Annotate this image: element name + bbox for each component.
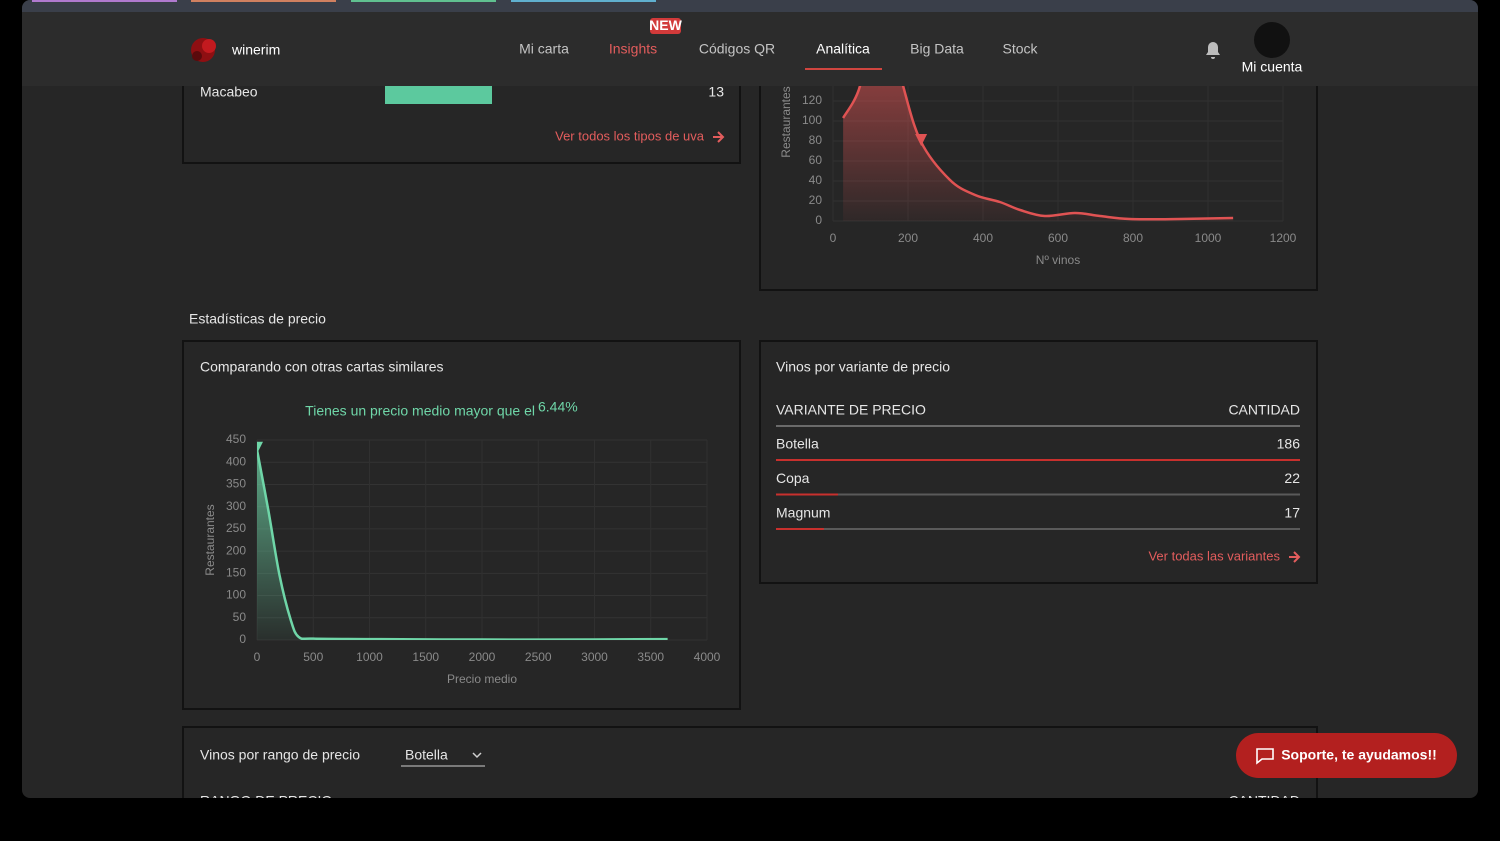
variant-link[interactable]: Ver todas las variantes <box>1148 548 1280 563</box>
plot <box>257 441 668 640</box>
browser-strip <box>22 0 1478 12</box>
y-tick-label: 80 <box>809 133 823 147</box>
support-text[interactable]: Soporte, te ayudamos!! <box>1281 747 1437 763</box>
avatar[interactable] <box>1254 22 1290 58</box>
x-tick-label: 1500 <box>412 650 439 664</box>
nav-item[interactable]: Big Data <box>910 41 964 57</box>
chat-icon <box>1256 748 1274 765</box>
highlight-marker <box>915 134 928 146</box>
nav-item[interactable]: Stock <box>1002 41 1038 57</box>
card-title: Comparando con otras cartas similares <box>200 359 444 375</box>
x-tick-label: 0 <box>830 231 837 245</box>
x-tick-label: 3500 <box>637 650 664 664</box>
y-tick-label: 20 <box>809 193 823 207</box>
x-tick-label: 500 <box>303 650 323 664</box>
x-tick-label: 800 <box>1123 231 1143 245</box>
y-tick-label: 400 <box>226 454 246 468</box>
badge <box>650 18 681 34</box>
y-tick-label: 40 <box>809 173 823 187</box>
y-tick-label: 450 <box>226 432 246 446</box>
chevron-icon <box>472 752 482 759</box>
y-tick-label: 350 <box>226 477 246 491</box>
y-tick-label: 0 <box>815 213 822 227</box>
nav-item[interactable]: Analítica <box>816 41 870 57</box>
y-axis-label: Restaurantes <box>203 504 217 575</box>
account[interactable]: Mi cuenta <box>1242 59 1303 75</box>
area <box>843 81 1234 221</box>
x-tick-label: 200 <box>898 231 918 245</box>
brand[interactable]: winerim <box>231 42 280 58</box>
row-label: Copa <box>776 470 810 486</box>
support-bg[interactable] <box>1236 733 1457 778</box>
x-tick-label: 400 <box>973 231 993 245</box>
support-button[interactable]: Soporte, te ayudamos!! <box>1236 733 1457 778</box>
grape-name: Macabeo <box>200 84 258 100</box>
grape-value: 13 <box>708 84 724 100</box>
select-value[interactable]: Botella <box>405 747 448 763</box>
range-card <box>182 726 1318 798</box>
variant-card <box>759 340 1318 584</box>
nav-item[interactable]: Mi carta <box>519 41 569 57</box>
price-card <box>182 340 741 710</box>
row-label: Botella <box>776 436 819 452</box>
x-tick-label: 1000 <box>1195 231 1222 245</box>
row-value: 186 <box>1277 436 1301 452</box>
y-tick-label: 150 <box>226 566 246 580</box>
y-tick-label: 50 <box>233 610 247 624</box>
logo <box>191 38 216 62</box>
y-tick-label: 120 <box>802 93 822 107</box>
stat: 6.44% <box>538 399 578 415</box>
navbar: winerim NEW Mi cuenta Mi carta Insights Có… <box>22 0 1478 86</box>
line <box>257 449 668 640</box>
card-title: Vinos por variante de precio <box>776 359 950 375</box>
tab <box>32 0 177 2</box>
bell-icon[interactable] <box>1206 42 1220 59</box>
x-axis-label: Precio medio <box>447 672 517 686</box>
nav-item[interactable]: Insights <box>609 41 657 57</box>
y-axis-label: Restaurantes <box>779 86 793 157</box>
section-title: Estadísticas de precio <box>189 311 326 327</box>
highlight-marker <box>257 441 263 454</box>
x-tick-label: 3000 <box>581 650 608 664</box>
column-header: CANTIDAD <box>1228 793 1300 809</box>
x-tick-label: 0 <box>254 650 261 664</box>
x-tick-label: 1200 <box>1270 231 1297 245</box>
y-tick-label: 300 <box>226 499 246 513</box>
x-tick-label: 2500 <box>525 650 552 664</box>
arrow-icon <box>713 131 725 143</box>
x-tick-label: 600 <box>1048 231 1068 245</box>
window: Macabeo 13 Ver todos los tipos de uva Es… <box>22 0 1478 809</box>
card-title: Vinos por rango de precio <box>200 747 360 763</box>
y-tick-label: 60 <box>809 153 823 167</box>
row-value: 22 <box>1284 470 1300 486</box>
y-tick-label: 200 <box>226 543 246 557</box>
row-value: 17 <box>1284 505 1300 521</box>
tab <box>511 0 656 2</box>
subtitle: Tienes un precio medio mayor que el <box>305 403 535 419</box>
column-header: VARIANTE DE PRECIO <box>776 402 926 418</box>
line <box>842 81 1234 221</box>
grape-link[interactable]: Ver todos los tipos de uva <box>555 128 705 143</box>
y-tick-label: 100 <box>226 588 246 602</box>
x-tick-label: 4000 <box>694 650 721 664</box>
row-label: Magnum <box>776 505 830 521</box>
nav-item[interactable]: Códigos QR <box>699 41 775 57</box>
nav-bg <box>22 12 1478 86</box>
x-axis-label: Nº vinos <box>1036 253 1080 267</box>
grape-bar <box>385 84 492 104</box>
x-tick-label: 1000 <box>356 650 383 664</box>
x-tick-label: 2000 <box>469 650 496 664</box>
y-tick-label: 0 <box>239 632 246 646</box>
tab <box>351 0 496 2</box>
tab <box>191 0 336 2</box>
column-header: CANTIDAD <box>1228 402 1300 418</box>
y-tick-label: 250 <box>226 521 246 535</box>
y-tick-label: 100 <box>802 113 822 127</box>
arrow-icon <box>1289 551 1301 563</box>
badge-text: NEW <box>649 17 682 33</box>
plot <box>842 81 1234 221</box>
column-header: RANGO DE PRECIO <box>200 793 332 809</box>
